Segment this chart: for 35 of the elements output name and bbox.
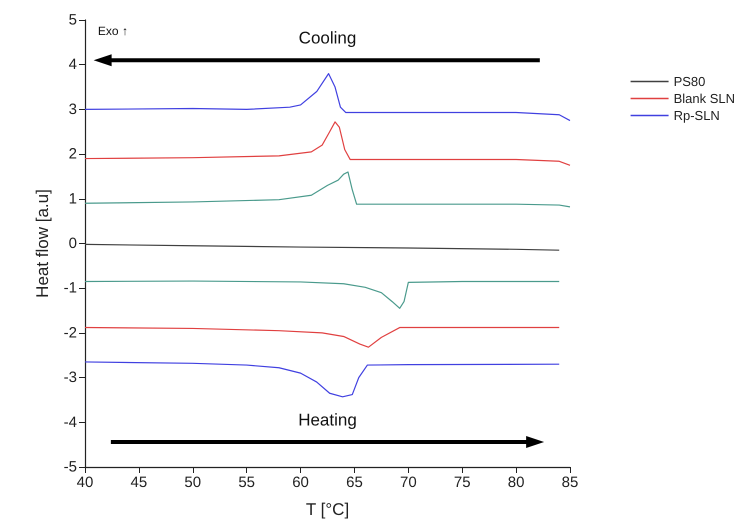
y-tick-label: -2 bbox=[64, 324, 77, 342]
x-tick-label: 40 bbox=[76, 474, 94, 491]
y-tick-label: 5 bbox=[68, 12, 77, 28]
x-tick-label: 60 bbox=[292, 474, 309, 491]
y-tick-label: 2 bbox=[68, 146, 77, 163]
line-series bbox=[84, 361, 560, 398]
line-series bbox=[84, 326, 560, 348]
x-tick-label: 75 bbox=[454, 474, 471, 491]
y-tick-label: 4 bbox=[68, 56, 77, 74]
y-axis-title: Heat flow [a.u] bbox=[33, 189, 52, 298]
y-tick-label: 1 bbox=[68, 190, 77, 208]
line-series bbox=[84, 73, 571, 122]
y-tick-label: 3 bbox=[68, 100, 77, 118]
x-tick-label: 45 bbox=[130, 474, 148, 491]
y-tick-label: -4 bbox=[64, 414, 77, 431]
y-tick-label: -5 bbox=[64, 458, 77, 476]
x-tick-label: 70 bbox=[400, 474, 417, 491]
x-tick-label: 80 bbox=[508, 474, 524, 491]
x-tick-label: 65 bbox=[346, 474, 363, 491]
annotation: Cooling bbox=[298, 28, 356, 48]
y-tick-label: 0 bbox=[68, 235, 77, 252]
x-axis-title: T [°C] bbox=[306, 500, 350, 519]
x-tick-label: 50 bbox=[184, 474, 202, 491]
y-tick-label: -1 bbox=[64, 280, 77, 297]
line-series bbox=[84, 280, 560, 309]
legend-label: Blank SLN bbox=[674, 91, 735, 106]
annotation: Exo ↑ bbox=[98, 24, 128, 38]
x-tick-label: 85 bbox=[562, 474, 578, 491]
line-series bbox=[84, 171, 571, 208]
annotation: Heating bbox=[298, 410, 357, 430]
x-tick-label: 55 bbox=[238, 474, 256, 491]
y-tick-label: -3 bbox=[64, 369, 77, 386]
legend-label: PS80 bbox=[674, 74, 706, 89]
legend-label: Rp-SLN bbox=[674, 108, 720, 123]
line-series bbox=[84, 121, 571, 166]
